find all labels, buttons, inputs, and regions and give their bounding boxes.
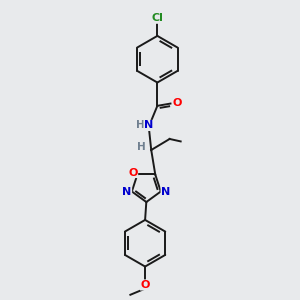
Text: N: N xyxy=(144,121,153,130)
Text: Cl: Cl xyxy=(152,13,163,23)
Text: N: N xyxy=(122,187,132,196)
Text: O: O xyxy=(140,280,150,290)
Text: H: H xyxy=(136,121,145,130)
Text: H: H xyxy=(136,142,145,152)
Text: N: N xyxy=(161,187,170,196)
Text: O: O xyxy=(128,167,138,178)
Text: O: O xyxy=(172,98,182,108)
